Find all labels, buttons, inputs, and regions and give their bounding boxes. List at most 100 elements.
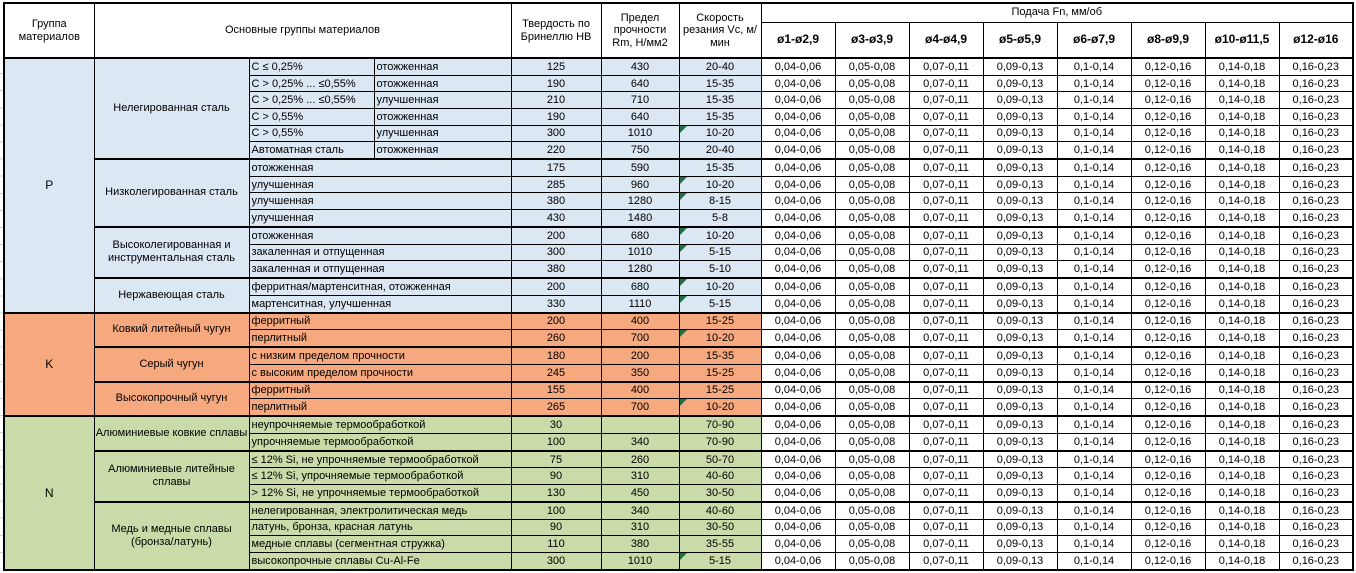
feed-cell-1[interactable]: 0,04-0,06 [760,108,836,126]
feed-cell-3[interactable]: 0,07-0,11 [908,108,984,126]
hb-cell[interactable]: 380 [510,260,602,279]
header-feed-col-4[interactable]: ø5-ø5,9 [982,21,1058,59]
feed-cell-3[interactable]: 0,07-0,11 [908,346,984,365]
hb-cell[interactable]: 210 [510,91,602,110]
feed-cell-7[interactable]: 0,14-0,18 [1204,415,1280,434]
feed-cell-7[interactable]: 0,14-0,18 [1204,346,1280,365]
feed-cell-6[interactable]: 0,12-0,16 [1130,192,1206,211]
subgroup-cell[interactable]: Алюминиевые литейные сплавы [93,449,250,503]
rm-cell[interactable]: 1480 [600,209,680,228]
rm-cell[interactable]: 260 [600,449,680,469]
feed-cell-5[interactable]: 0,1-0,14 [1056,175,1132,194]
vc-cell[interactable]: 10-20 [678,398,762,417]
feed-cell-6[interactable]: 0,12-0,16 [1130,449,1206,469]
hb-cell[interactable]: 110 [510,535,602,553]
hb-cell[interactable]: 245 [510,363,602,383]
vc-cell[interactable]: 20-40 [678,56,762,76]
feed-cell-4[interactable]: 0,09-0,13 [982,535,1058,553]
feed-cell-4[interactable]: 0,09-0,13 [982,346,1058,365]
state-cell[interactable]: латунь, бронза, красная латунь [248,518,512,537]
feed-cell-6[interactable]: 0,12-0,16 [1130,551,1206,571]
feed-cell-4[interactable]: 0,09-0,13 [982,467,1058,486]
hb-cell[interactable]: 190 [510,108,602,126]
feed-cell-6[interactable]: 0,12-0,16 [1130,243,1206,262]
feed-cell-5[interactable]: 0,1-0,14 [1056,124,1132,143]
feed-cell-5[interactable]: 0,1-0,14 [1056,518,1132,537]
feed-cell-8[interactable]: 0,16-0,23 [1278,175,1354,194]
feed-cell-3[interactable]: 0,07-0,11 [908,535,984,553]
state-cell[interactable]: отожженная [248,158,512,177]
feed-cell-5[interactable]: 0,1-0,14 [1056,260,1132,279]
group-cell-k[interactable]: K [3,311,95,417]
rm-cell[interactable]: 1280 [600,192,680,211]
feed-cell-5[interactable]: 0,1-0,14 [1056,380,1132,400]
vc-cell[interactable]: 8-15 [678,192,762,211]
feed-cell-3[interactable]: 0,07-0,11 [908,74,984,93]
feed-cell-8[interactable]: 0,16-0,23 [1278,225,1354,245]
feed-cell-2[interactable]: 0,05-0,08 [834,311,910,331]
feed-cell-2[interactable]: 0,05-0,08 [834,141,910,160]
vc-cell[interactable]: 15-25 [678,363,762,383]
feed-cell-7[interactable]: 0,14-0,18 [1204,74,1280,93]
feed-cell-7[interactable]: 0,14-0,18 [1204,225,1280,245]
header-feed-col-3[interactable]: ø4-ø4,9 [908,21,984,59]
feed-cell-5[interactable]: 0,1-0,14 [1056,192,1132,211]
hb-cell[interactable]: 155 [510,380,602,400]
feed-cell-2[interactable]: 0,05-0,08 [834,467,910,486]
vc-cell[interactable]: 70-90 [678,432,762,452]
feed-cell-3[interactable]: 0,07-0,11 [908,311,984,331]
hb-cell[interactable]: 200 [510,311,602,331]
feed-cell-8[interactable]: 0,16-0,23 [1278,398,1354,417]
feed-cell-8[interactable]: 0,16-0,23 [1278,141,1354,160]
feed-cell-3[interactable]: 0,07-0,11 [908,56,984,76]
rm-cell[interactable]: 200 [600,346,680,365]
feed-cell-6[interactable]: 0,12-0,16 [1130,415,1206,434]
feed-cell-1[interactable]: 0,04-0,06 [760,449,836,469]
feed-cell-3[interactable]: 0,07-0,11 [908,209,984,228]
state-cell[interactable]: > 12% Si, не упрочняемые термообработкой [248,484,512,503]
rm-cell[interactable]: 310 [600,518,680,537]
feed-cell-7[interactable]: 0,14-0,18 [1204,551,1280,571]
state-cell[interactable]: ≤ 12% Si, упрочняемые термообработкой [248,467,512,486]
hb-cell[interactable]: 260 [510,329,602,348]
feed-cell-1[interactable]: 0,04-0,06 [760,311,836,331]
state-cell[interactable]: ферритный [248,311,512,331]
feed-cell-3[interactable]: 0,07-0,11 [908,415,984,434]
feed-cell-5[interactable]: 0,1-0,14 [1056,225,1132,245]
feed-cell-1[interactable]: 0,04-0,06 [760,91,836,110]
feed-cell-8[interactable]: 0,16-0,23 [1278,158,1354,177]
header-cutting-speed[interactable]: Скорость резания Vc, м/мин [678,2,762,59]
feed-cell-8[interactable]: 0,16-0,23 [1278,209,1354,228]
feed-cell-4[interactable]: 0,09-0,13 [982,380,1058,400]
feed-cell-4[interactable]: 0,09-0,13 [982,225,1058,245]
vc-cell[interactable]: 15-35 [678,91,762,110]
feed-cell-3[interactable]: 0,07-0,11 [908,175,984,194]
feed-cell-2[interactable]: 0,05-0,08 [834,346,910,365]
feed-cell-7[interactable]: 0,14-0,18 [1204,56,1280,76]
feed-cell-4[interactable]: 0,09-0,13 [982,243,1058,262]
rm-cell[interactable]: 310 [600,467,680,486]
feed-cell-2[interactable]: 0,05-0,08 [834,518,910,537]
feed-cell-5[interactable]: 0,1-0,14 [1056,415,1132,434]
feed-cell-1[interactable]: 0,04-0,06 [760,415,836,434]
header-feed-col-1[interactable]: ø1-ø2,9 [760,21,836,59]
feed-cell-7[interactable]: 0,14-0,18 [1204,91,1280,110]
subgroup-cell[interactable]: Высокопрочный чугун [93,380,250,417]
feed-cell-6[interactable]: 0,12-0,16 [1130,380,1206,400]
state-cell[interactable]: отожженная [248,225,512,245]
feed-cell-7[interactable]: 0,14-0,18 [1204,432,1280,452]
hb-cell[interactable]: 300 [510,551,602,571]
feed-cell-1[interactable]: 0,04-0,06 [760,276,836,296]
feed-cell-3[interactable]: 0,07-0,11 [908,500,984,520]
feed-cell-2[interactable]: 0,05-0,08 [834,192,910,211]
feed-cell-4[interactable]: 0,09-0,13 [982,260,1058,279]
header-material-group[interactable]: Группа материалов [3,2,95,59]
rm-cell[interactable]: 340 [600,432,680,452]
header-main-groups[interactable]: Основные группы материалов [93,2,512,59]
feed-cell-1[interactable]: 0,04-0,06 [760,346,836,365]
state-cell[interactable]: упрочняемые термообработкой [248,432,512,452]
feed-cell-6[interactable]: 0,12-0,16 [1130,260,1206,279]
hb-cell[interactable]: 300 [510,243,602,262]
feed-cell-6[interactable]: 0,12-0,16 [1130,432,1206,452]
rm-cell[interactable]: 400 [600,380,680,400]
